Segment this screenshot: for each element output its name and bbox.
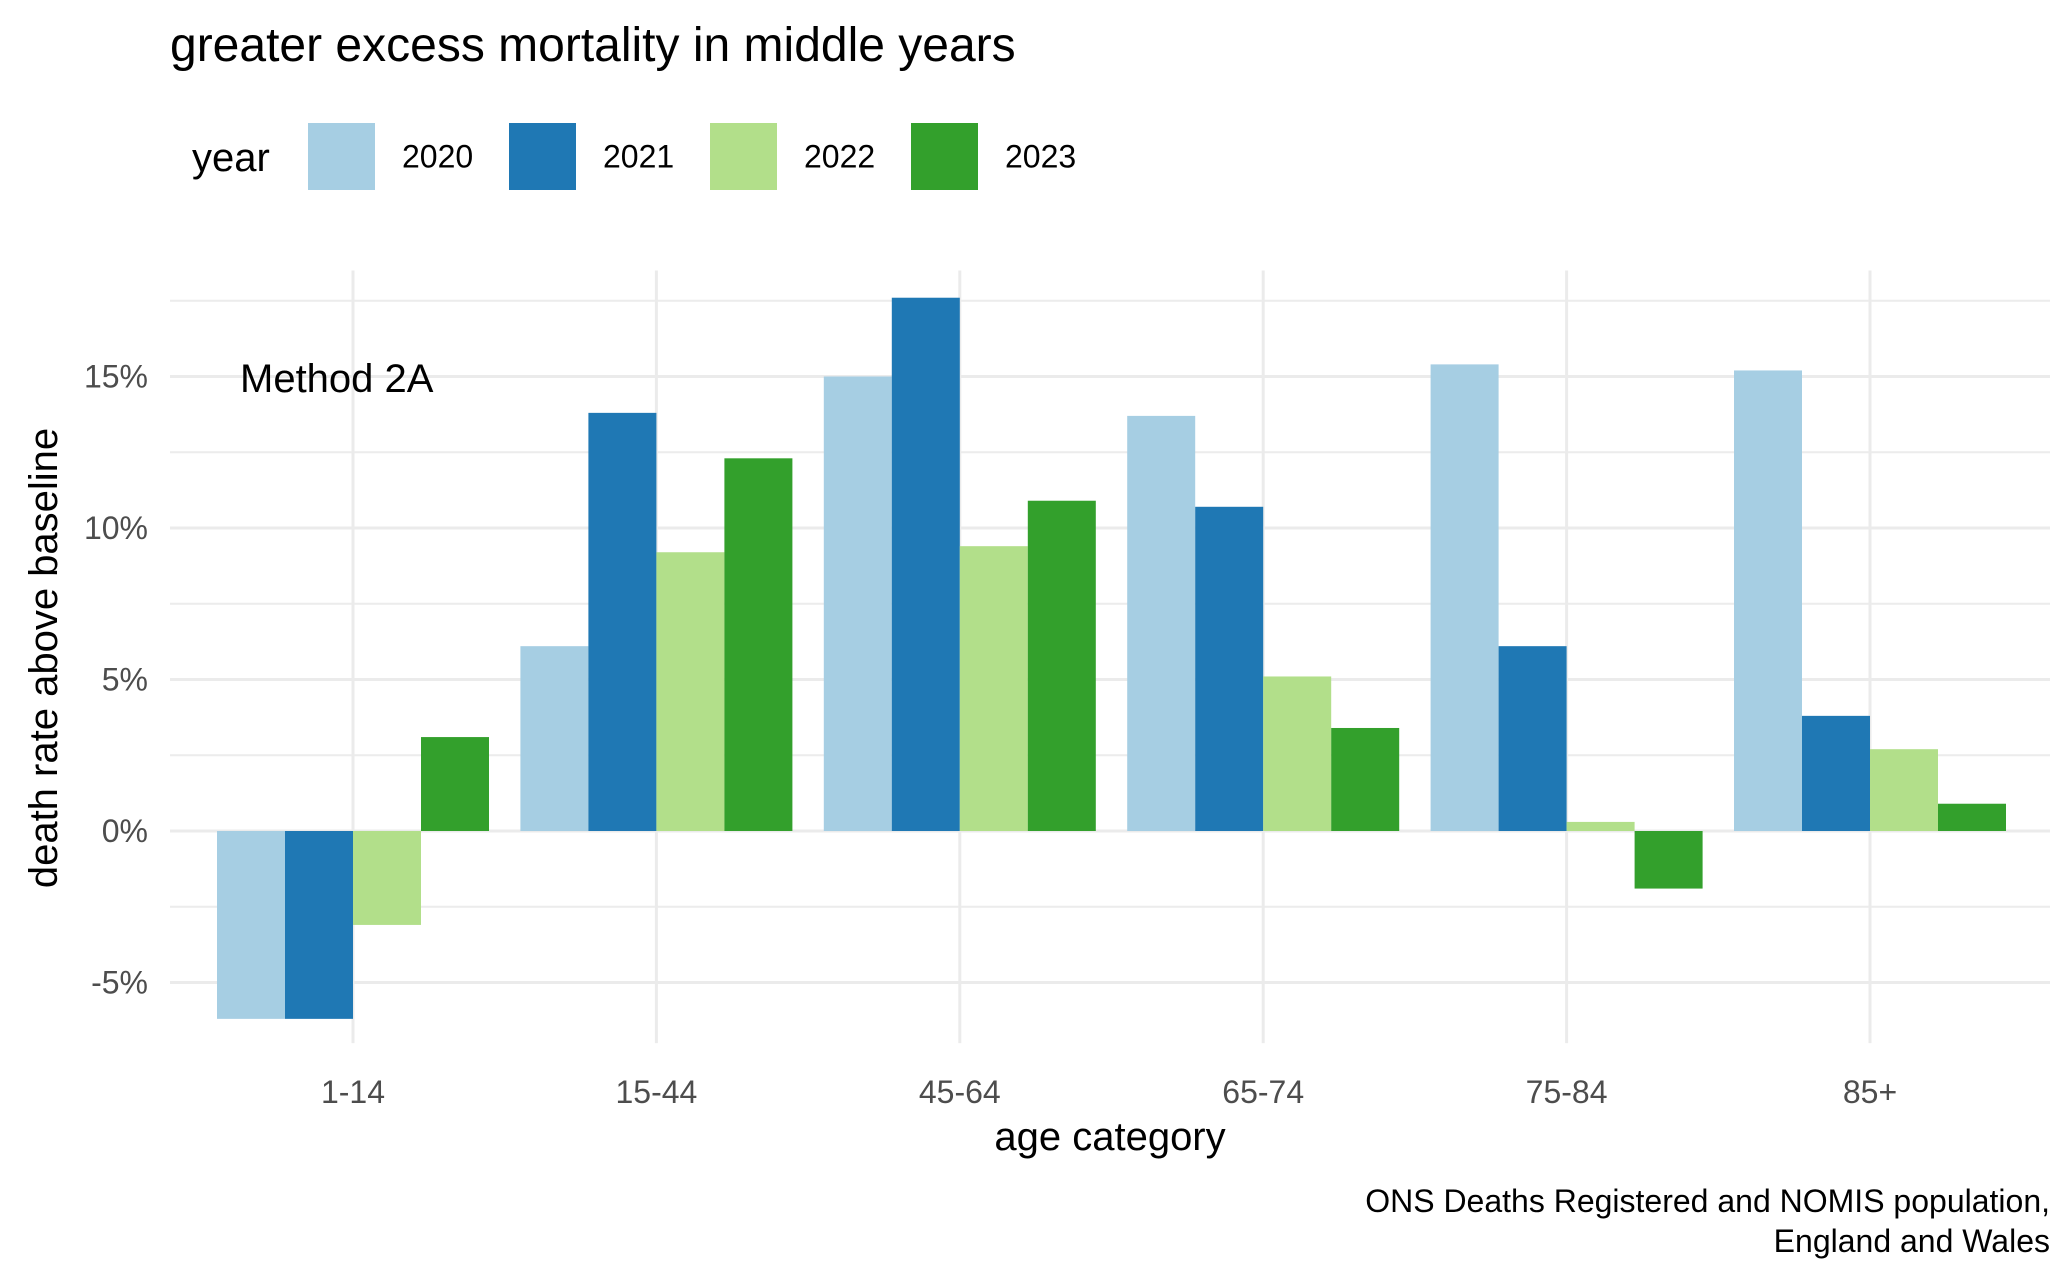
- legend-key-2020: [308, 123, 375, 190]
- bar-1-14-2023: [421, 737, 489, 831]
- chart-title: greater excess mortality in middle years: [170, 19, 1016, 72]
- legend: year 2020 2021 2022 2023: [192, 123, 1076, 190]
- legend-label-2022: 2022: [804, 139, 875, 175]
- legend-key-2022: [710, 123, 777, 190]
- bar-85+-2021: [1802, 715, 1870, 831]
- legend-key-2023: [911, 123, 978, 190]
- y-axis-ticks: -5% 0% 5% 10% 15%: [84, 359, 148, 1001]
- bar-15-44-2021: [588, 412, 657, 831]
- legend-title: year: [192, 136, 270, 180]
- bar-45-64-2021: [891, 297, 960, 832]
- legend-label-2021: 2021: [603, 139, 674, 175]
- bar-75-84-2020: [1430, 364, 1499, 831]
- bar-65-74-2022: [1263, 676, 1332, 831]
- x-tick-label: 1-14: [321, 1074, 385, 1110]
- y-axis-title: death rate above baseline: [22, 428, 66, 888]
- y-tick-label: 0%: [102, 813, 148, 849]
- bar-65-74-2020: [1127, 415, 1196, 831]
- legend-label-2020: 2020: [402, 139, 473, 175]
- x-tick-label: 45-64: [919, 1074, 1001, 1110]
- y-tick-label: 10%: [84, 510, 148, 546]
- bar-15-44-2022: [656, 552, 725, 831]
- bar-85+-2020: [1734, 370, 1802, 831]
- caption-line-1: ONS Deaths Registered and NOMIS populati…: [1365, 1183, 2050, 1219]
- bar-45-64-2020: [823, 376, 892, 831]
- caption-line-2: England and Wales: [1774, 1223, 2050, 1259]
- y-tick-label: -5%: [91, 965, 148, 1001]
- x-tick-label: 85+: [1843, 1074, 1897, 1110]
- bar-75-84-2022: [1566, 821, 1635, 831]
- bar-75-84-2021: [1498, 646, 1567, 831]
- legend-key-2021: [509, 123, 576, 190]
- bar-65-74-2021: [1195, 506, 1264, 831]
- x-tick-label: 75-84: [1526, 1074, 1608, 1110]
- bars: [217, 297, 2006, 1019]
- y-tick-label: 5%: [102, 662, 148, 698]
- bar-75-84-2023: [1634, 831, 1703, 889]
- bar-15-44-2023: [724, 458, 793, 831]
- bar-85+-2023: [1938, 803, 2006, 831]
- bar-1-14-2020: [217, 831, 285, 1019]
- bar-65-74-2023: [1331, 727, 1400, 831]
- bar-45-64-2022: [959, 546, 1028, 831]
- bar-15-44-2020: [520, 646, 589, 831]
- bar-85+-2022: [1870, 749, 1938, 831]
- y-tick-label: 15%: [84, 359, 148, 395]
- method-annotation: Method 2A: [240, 357, 434, 401]
- bar-45-64-2023: [1027, 500, 1096, 831]
- bar-1-14-2022: [353, 831, 421, 925]
- x-axis-ticks: 1-14 15-44 45-64 65-74 75-84 85+: [321, 1074, 1897, 1110]
- bar-1-14-2021: [285, 831, 353, 1019]
- x-axis-title: age category: [994, 1115, 1225, 1159]
- legend-label-2023: 2023: [1005, 139, 1076, 175]
- x-tick-label: 15-44: [615, 1074, 697, 1110]
- x-tick-label: 65-74: [1222, 1074, 1304, 1110]
